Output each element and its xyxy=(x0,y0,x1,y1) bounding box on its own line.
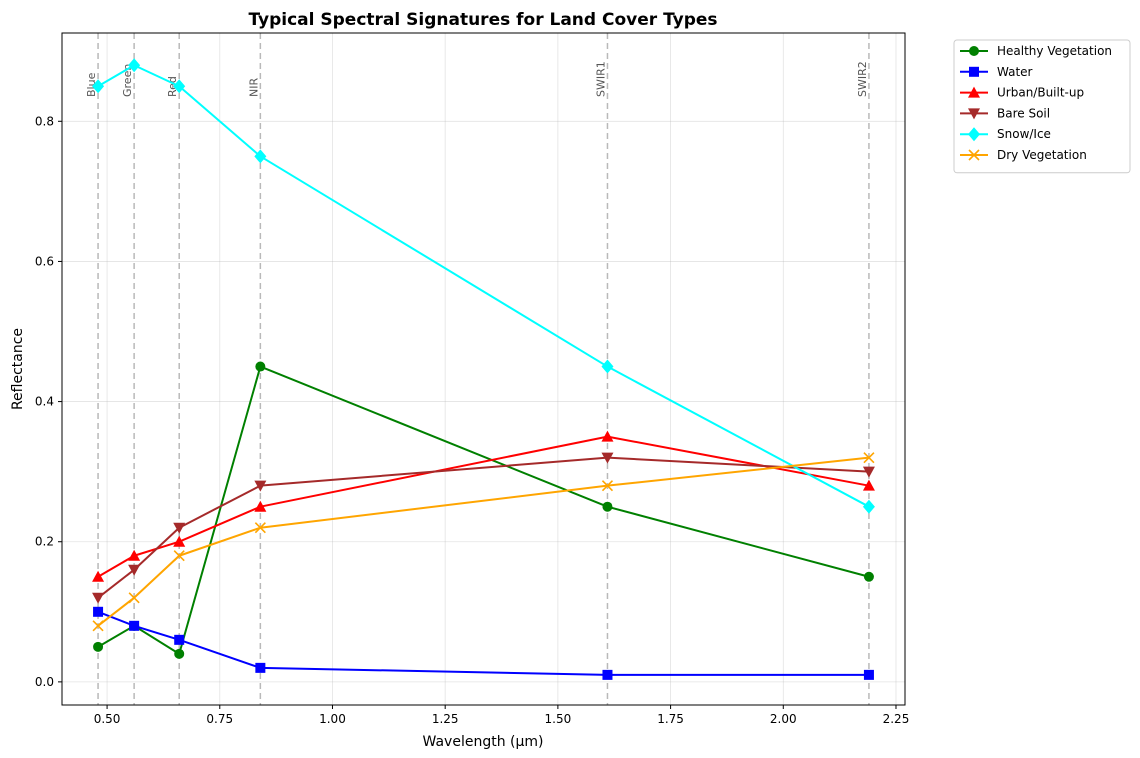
series xyxy=(92,58,875,514)
data-point xyxy=(602,669,613,680)
y-axis: 0.0 0.2 0.4 0.6 0.8 xyxy=(35,114,62,689)
data-point xyxy=(173,79,186,94)
x-axis-label: Wavelength (μm) xyxy=(423,734,544,750)
y-tick-label: 0.8 xyxy=(35,114,54,128)
y-axis-label: Reflectance xyxy=(10,328,26,410)
data-point xyxy=(254,500,267,512)
data-point xyxy=(128,592,140,604)
data-point xyxy=(92,592,105,604)
legend-item: Bare Soil xyxy=(960,106,1050,120)
series xyxy=(92,430,875,582)
data-point xyxy=(968,127,980,142)
x-tick-label: 0.75 xyxy=(206,712,233,726)
x-tick-label: 1.25 xyxy=(432,712,459,726)
series xyxy=(92,452,875,632)
band-label: SWIR1 xyxy=(594,61,607,97)
data-point xyxy=(862,466,875,478)
x-tick-label: 1.50 xyxy=(545,712,572,726)
data-point xyxy=(255,361,266,372)
legend-label: Snow/Ice xyxy=(997,127,1051,141)
data-point xyxy=(602,501,613,512)
data-point xyxy=(93,641,104,652)
data-point xyxy=(254,522,266,534)
x-tick-label: 2.00 xyxy=(770,712,797,726)
series-line xyxy=(97,456,869,599)
series-line xyxy=(97,456,870,627)
series xyxy=(93,606,874,680)
series xyxy=(92,452,875,604)
data-point xyxy=(173,550,185,562)
data-point xyxy=(92,79,105,94)
data-point xyxy=(254,149,267,164)
data-point xyxy=(601,359,614,374)
data-point xyxy=(968,149,980,161)
legend-label: Water xyxy=(997,65,1033,79)
data-point xyxy=(173,535,186,547)
data-point xyxy=(173,522,186,534)
band-label: NIR xyxy=(247,78,260,97)
grid xyxy=(62,33,905,705)
series-line xyxy=(97,64,870,508)
legend-item: Dry Vegetation xyxy=(960,148,1087,162)
data-point xyxy=(601,452,614,464)
legend-item: Healthy Vegetation xyxy=(960,44,1112,58)
data-point xyxy=(128,549,141,561)
legend-item: Water xyxy=(960,65,1033,79)
legend-box xyxy=(953,39,1131,174)
data-point xyxy=(968,108,980,120)
x-tick-label: 0.50 xyxy=(94,712,121,726)
data-point xyxy=(92,570,105,582)
data-point xyxy=(254,480,267,492)
y-tick-label: 0.0 xyxy=(35,675,54,689)
y-tick-label: 0.4 xyxy=(35,395,54,409)
band-label: SWIR2 xyxy=(856,61,869,97)
x-tick-label: 1.75 xyxy=(657,712,684,726)
data-point xyxy=(862,479,875,491)
series-line xyxy=(97,610,869,676)
data-point xyxy=(255,662,266,673)
series-line xyxy=(97,435,870,578)
y-tick-label: 0.6 xyxy=(35,254,54,268)
data-point xyxy=(601,480,614,492)
data-point xyxy=(93,606,104,617)
series-group xyxy=(92,58,875,680)
y-tick-label: 0.2 xyxy=(35,535,54,549)
x-tick-label: 1.00 xyxy=(319,712,346,726)
chart-title: Typical Spectral Signatures for Land Cov… xyxy=(248,10,717,30)
data-point xyxy=(968,86,980,98)
data-point xyxy=(92,620,104,632)
data-point xyxy=(862,499,875,514)
x-axis: 0.50 0.75 1.00 1.25 1.50 1.75 2.00 2.25 xyxy=(94,705,910,726)
legend-item: Snow/Ice xyxy=(960,127,1051,142)
data-point xyxy=(863,452,875,464)
legend-label: Bare Soil xyxy=(997,106,1050,120)
band-label: Blue xyxy=(85,72,98,97)
plot-frame xyxy=(61,32,906,706)
legend-item: Urban/Built-up xyxy=(960,86,1084,100)
data-point xyxy=(128,564,141,576)
series xyxy=(93,361,874,659)
data-point xyxy=(174,634,185,645)
series-line xyxy=(97,365,870,655)
data-point xyxy=(174,648,185,659)
x-tick-label: 2.25 xyxy=(883,712,910,726)
band-lines: Blue Green Red NIR SWIR1 SWIR2 xyxy=(85,33,870,705)
data-point xyxy=(129,620,140,631)
data-point xyxy=(969,46,979,56)
data-point xyxy=(863,571,874,582)
legend-label: Urban/Built-up xyxy=(997,86,1084,100)
data-point xyxy=(969,66,979,77)
data-point xyxy=(863,669,874,680)
legend-label: Healthy Vegetation xyxy=(997,44,1112,58)
legend: Healthy Vegetation Water Urban/Built-up Bar… xyxy=(953,39,1131,174)
data-point xyxy=(601,430,614,442)
data-point xyxy=(128,58,141,73)
legend-label: Dry Vegetation xyxy=(997,148,1087,162)
